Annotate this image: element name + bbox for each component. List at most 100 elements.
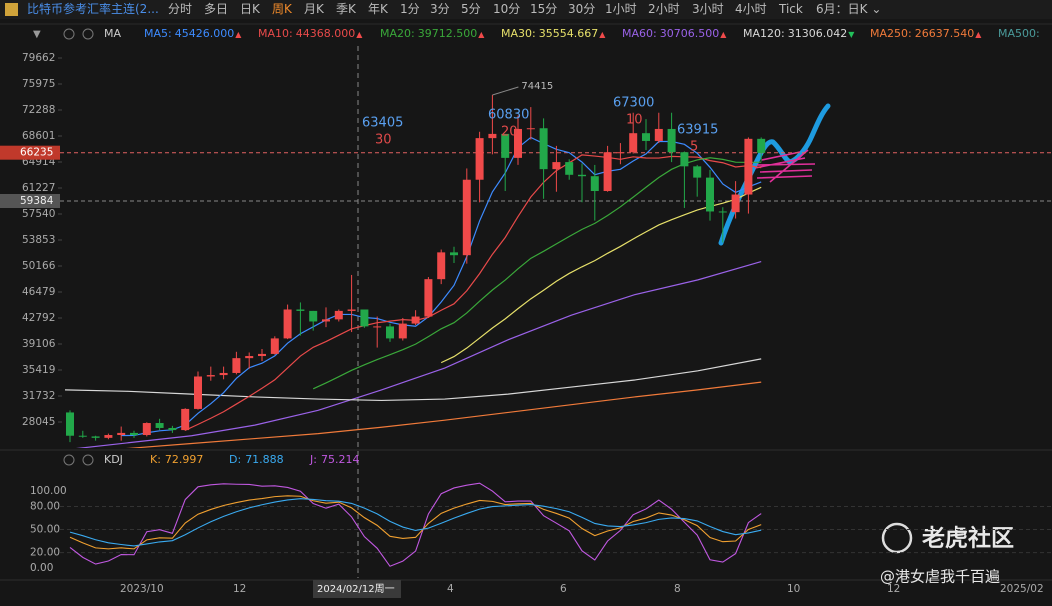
- ma-trend: ▲: [356, 30, 363, 39]
- settings-icon[interactable]: [63, 454, 75, 466]
- ma-name: MA250:: [870, 27, 912, 40]
- toolbar-tab[interactable]: 6月：日K ⌄: [816, 2, 881, 16]
- ma-trend: ▲: [478, 30, 485, 39]
- candle-body: [731, 194, 740, 213]
- candle-body: [437, 252, 446, 280]
- candle-body: [578, 174, 586, 177]
- ma-trend: ▲: [720, 30, 727, 39]
- ma-name: MA120:: [743, 27, 785, 40]
- ma-legend-item: MA120: 31306.042▼: [743, 27, 855, 40]
- ma-value: 26637.540: [915, 27, 975, 40]
- annotation-count: 30: [375, 133, 392, 148]
- annotation-price: 67300: [613, 96, 654, 111]
- ma-line: [184, 154, 762, 431]
- ma-value: 45426.000: [175, 27, 235, 40]
- last_price-label: 66235: [20, 147, 53, 159]
- toolbar-tab[interactable]: 1小时: [605, 2, 637, 16]
- toolbar-tab[interactable]: Tick: [778, 2, 803, 16]
- kdj-label: K:: [150, 453, 161, 466]
- settings-icon[interactable]: [63, 28, 75, 40]
- x-tick-label: 12: [233, 583, 246, 595]
- toolbar-tab[interactable]: 4小时: [735, 2, 767, 16]
- annotation-price: 60830: [488, 108, 529, 123]
- close-icon[interactable]: [82, 28, 94, 40]
- y-tick-label: 68601: [22, 130, 55, 142]
- kdj-title: KDJ: [104, 453, 123, 466]
- x-tick-label: 2023/10: [120, 583, 164, 595]
- brand-icon: [881, 522, 913, 554]
- candle-body: [450, 252, 458, 256]
- candle-body: [181, 408, 190, 431]
- y-tick-label: 75975: [22, 78, 55, 90]
- ma-value: 44368.000: [296, 27, 356, 40]
- y-tick-label: 28045: [22, 416, 55, 428]
- kdj-label: J:: [309, 453, 317, 466]
- logo: [5, 3, 18, 16]
- kdj-line: [69, 495, 762, 550]
- candle-body: [744, 138, 753, 195]
- candle-body: [130, 432, 138, 436]
- candle-body: [334, 310, 343, 320]
- ma-value: 35554.667: [539, 27, 599, 40]
- candle-body: [718, 211, 727, 213]
- toolbar-tab[interactable]: 分时: [168, 2, 192, 16]
- y-tick-label: 35419: [22, 364, 55, 376]
- y-tick-label: 46479: [22, 286, 55, 298]
- candle-body: [386, 326, 394, 339]
- instrument-title[interactable]: 比特币参考汇率主连(2...: [27, 1, 159, 16]
- close-icon[interactable]: [82, 454, 94, 466]
- toolbar-tab[interactable]: 5分: [461, 2, 481, 16]
- candle-body: [219, 372, 228, 376]
- toolbar-tab[interactable]: 周K: [272, 2, 293, 16]
- candle-body: [488, 133, 497, 139]
- candle-body: [654, 128, 663, 141]
- candle-body: [475, 138, 484, 180]
- toolbar-tab[interactable]: 多日: [204, 2, 228, 16]
- x-tick-label: 2025/02: [1000, 583, 1044, 595]
- kdj-tick-label: 100.00: [30, 485, 67, 497]
- toolbar-tab[interactable]: 3小时: [692, 2, 724, 16]
- y-tick-label: 39106: [22, 338, 56, 350]
- ma-line: [64, 358, 762, 402]
- kdj-number: 72.997: [165, 453, 204, 466]
- toolbar-tab[interactable]: 年K: [368, 2, 389, 16]
- x-tick-label: 8: [674, 583, 681, 595]
- candle-body: [616, 152, 625, 154]
- candle-body: [757, 138, 766, 153]
- candle-body: [206, 375, 215, 377]
- toolbar-tab[interactable]: 季K: [336, 2, 357, 16]
- toolbar-tab[interactable]: 10分: [493, 2, 520, 16]
- candle-body: [283, 309, 292, 339]
- candle-body: [539, 128, 548, 170]
- toolbar-tab[interactable]: 月K: [304, 2, 325, 16]
- candle-body: [142, 423, 151, 436]
- candle-body: [117, 432, 126, 436]
- toolbar-tab[interactable]: 1分: [400, 2, 420, 16]
- collapse-icon[interactable]: ▼: [33, 29, 41, 40]
- ma-name: MA10:: [258, 27, 293, 40]
- cursor-date-badge: [313, 580, 401, 598]
- candle-body: [526, 128, 535, 130]
- toolbar-tab[interactable]: 日K: [240, 2, 261, 16]
- candle-body: [66, 412, 74, 436]
- ma-legend-item: MA500:: [998, 27, 1040, 40]
- toolbar-bg: [0, 0, 1052, 19]
- x-tick-label: 10: [787, 583, 800, 595]
- candle-body: [590, 176, 599, 192]
- ma-legend-item: MA5: 45426.000▲: [144, 27, 242, 40]
- toolbar-tab[interactable]: 30分: [568, 2, 595, 16]
- candle-body: [104, 435, 113, 438]
- ma-name: MA5:: [144, 27, 172, 40]
- ma-value: 31306.042: [788, 27, 848, 40]
- candle-body: [501, 133, 510, 158]
- candle-body: [258, 353, 266, 357]
- toolbar-tab[interactable]: 2小时: [648, 2, 680, 16]
- ma-name: MA20:: [380, 27, 415, 40]
- kdj-value: J: 75.214: [309, 453, 359, 466]
- toolbar-tab[interactable]: 15分: [530, 2, 557, 16]
- ma-name: MA500:: [998, 27, 1040, 40]
- toolbar-tab[interactable]: 3分: [430, 2, 450, 16]
- candle-body: [347, 309, 356, 311]
- candle-body: [603, 152, 612, 192]
